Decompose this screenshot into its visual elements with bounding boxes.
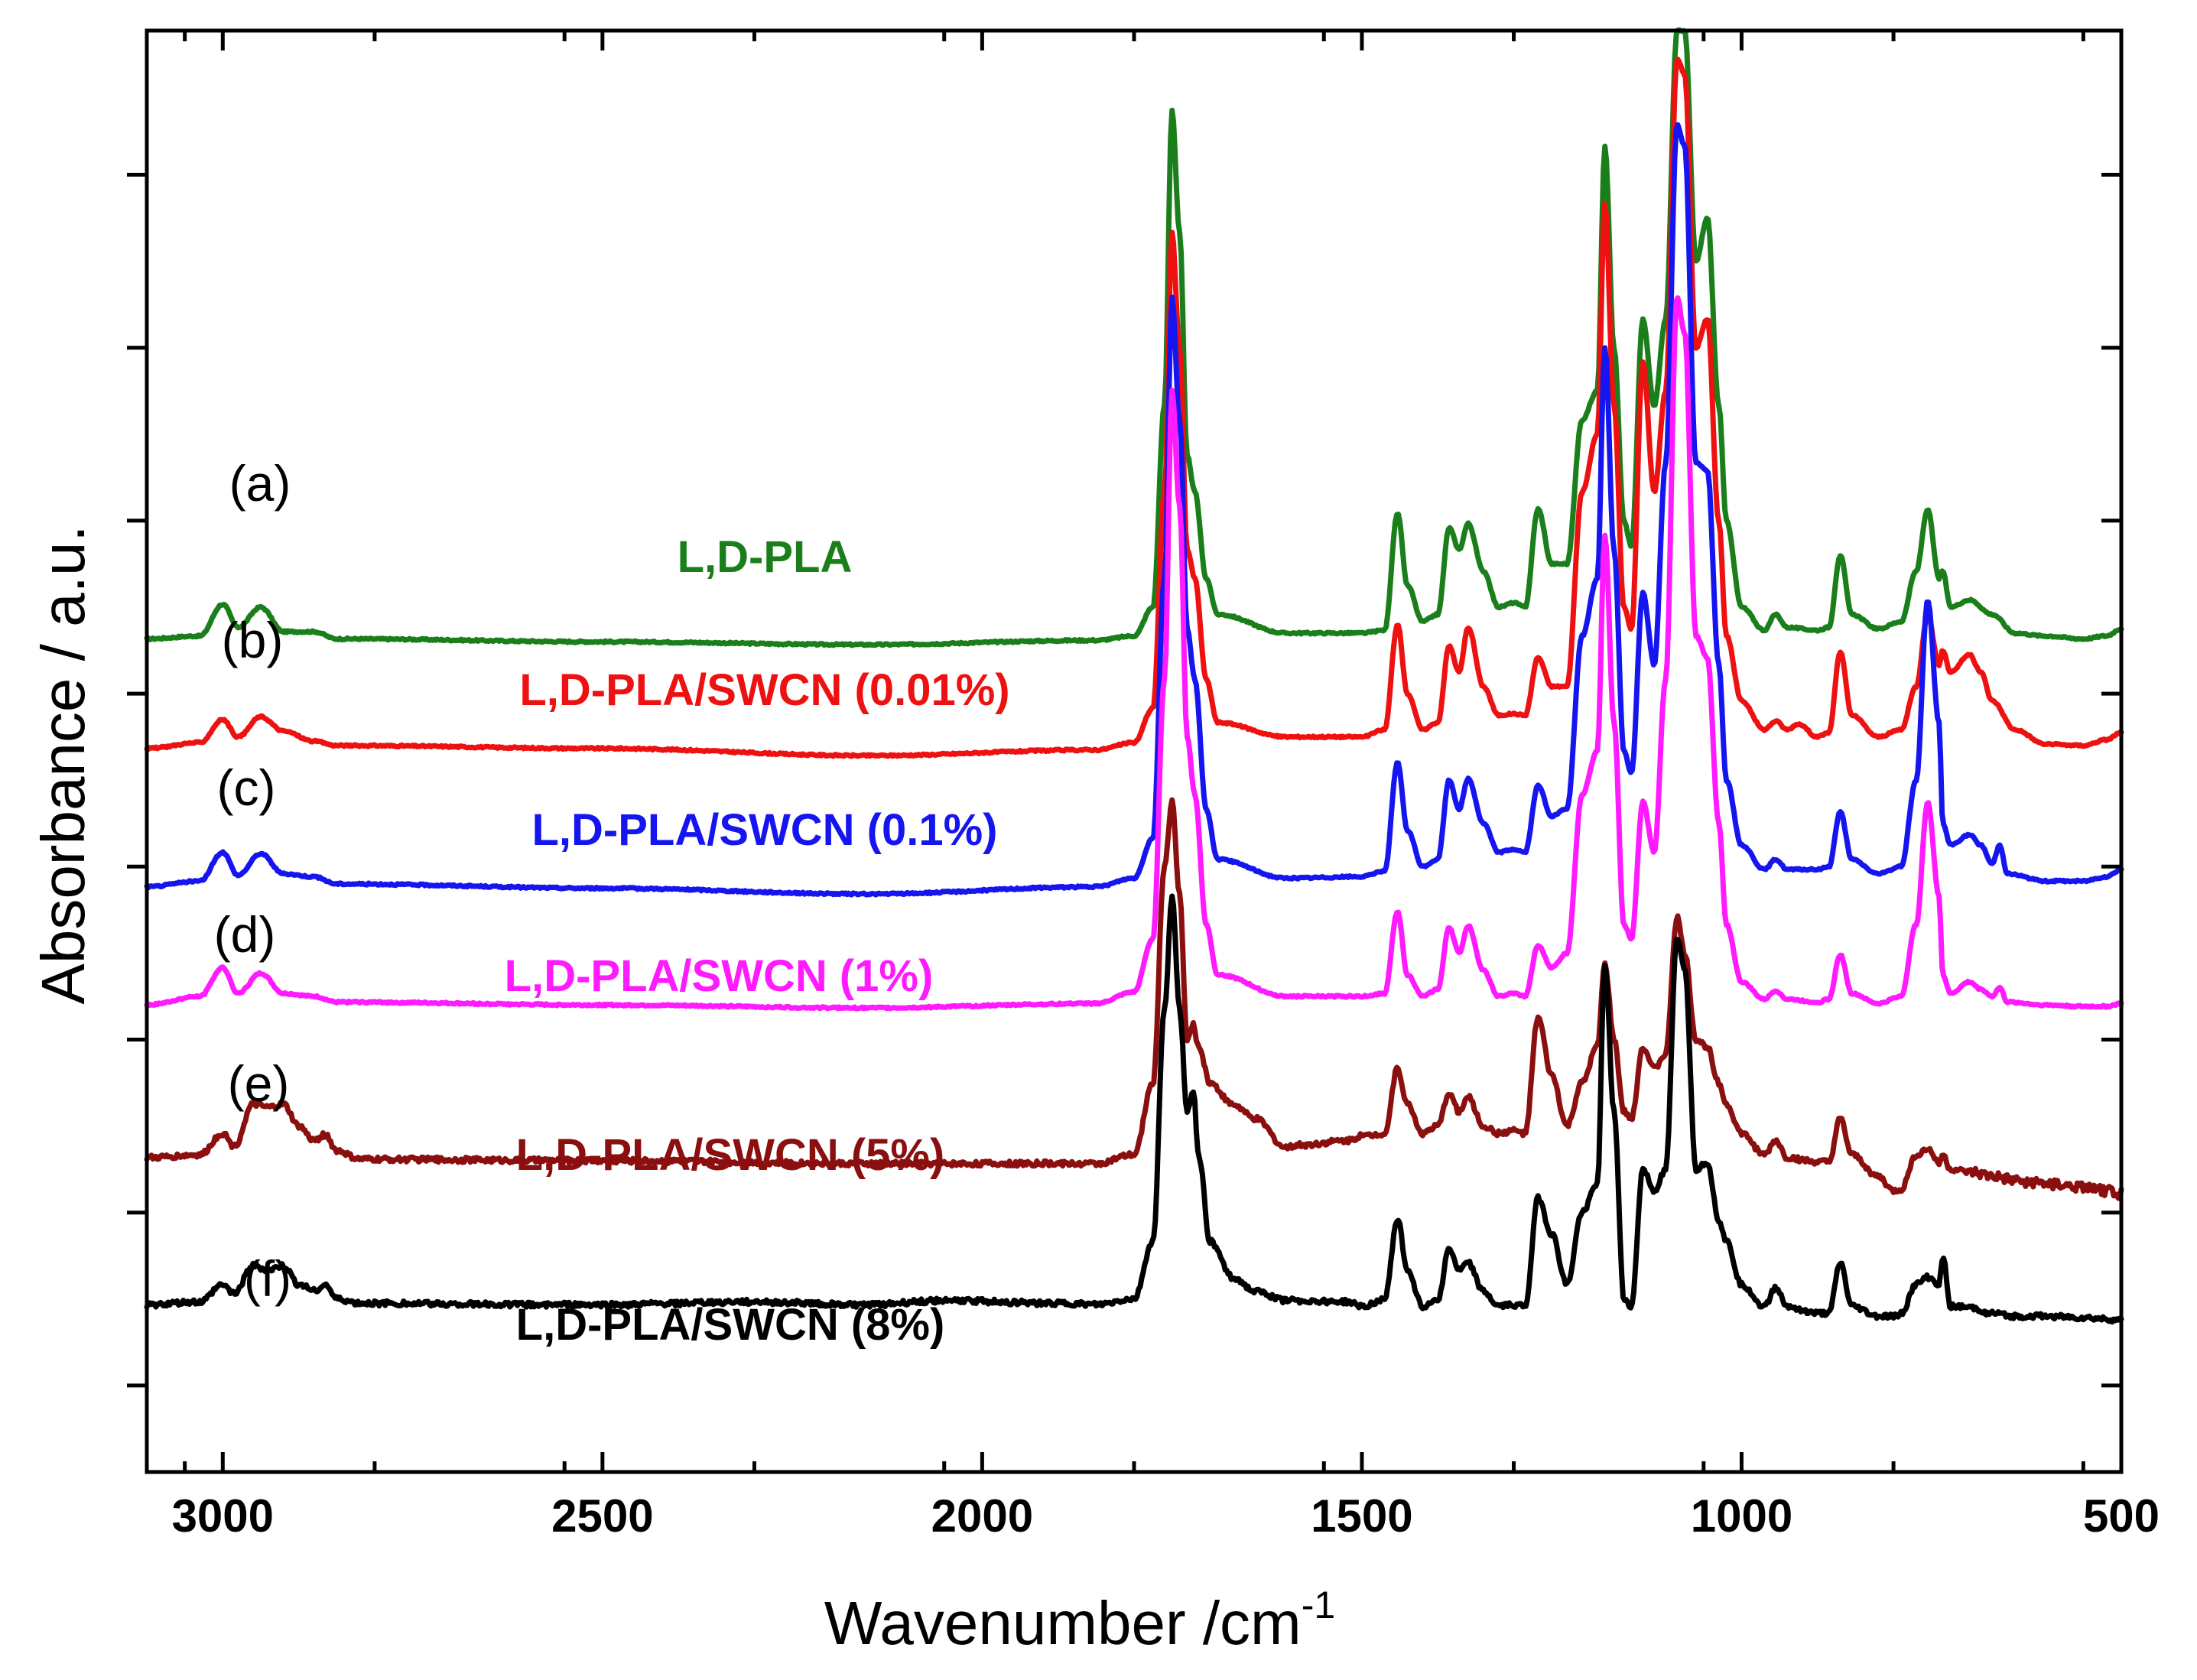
series-line-4 — [144, 295, 2124, 1012]
series-line-6 — [144, 893, 2124, 1325]
x-tick-label: 1000 — [1691, 1490, 1792, 1542]
panel-letter-1: (a) — [229, 455, 291, 512]
series-label-3: L,D-PLA/SWCN (0.1%) — [532, 805, 998, 855]
series-line-3 — [144, 122, 2124, 898]
panel-letter-6: (f) — [244, 1250, 291, 1307]
x-axis-title: Wavenumber /cm-1 — [824, 1584, 1335, 1657]
panel-letter-5: (e) — [228, 1055, 290, 1112]
x-tick-label: 3000 — [172, 1490, 274, 1542]
series-line-5 — [144, 797, 2124, 1201]
x-tick-label: 1500 — [1311, 1490, 1412, 1542]
series-label-1: L,D-PLA — [678, 532, 853, 582]
series-line-2 — [144, 57, 2124, 759]
series-label-layer: L,D-PLA (a) L,D-PLA/SWCN (0.01%) (b) L,D-PLA… — [214, 455, 1010, 1350]
x-tick-label: 500 — [2083, 1490, 2160, 1542]
panel-letter-3: (c) — [217, 759, 276, 816]
x-tick-label: 2500 — [551, 1490, 653, 1542]
axes-layer: 3000 2500 2000 1500 1000 500 — [127, 28, 2160, 1542]
panel-letter-4: (d) — [214, 906, 276, 963]
x-axis-title-superscript: -1 — [1302, 1584, 1335, 1626]
series-label-4: L,D-PLA/SWCN (1%) — [505, 951, 934, 1001]
series-label-5: L,D-PLA/SWCN (5%) — [516, 1130, 945, 1180]
series-label-6: L,D-PLA/SWCN (8%) — [516, 1300, 945, 1350]
x-tick-label: 2000 — [931, 1490, 1033, 1542]
series-label-2: L,D-PLA/SWCN (0.01%) — [519, 665, 1009, 715]
panel-letter-2: (b) — [222, 612, 284, 668]
x-axis-title-text: Wavenumber /cm — [824, 1589, 1302, 1657]
series-layer — [144, 27, 2124, 1325]
y-axis-title: Absorbance / a.u. — [29, 525, 97, 1004]
series-line-1 — [144, 27, 2124, 648]
